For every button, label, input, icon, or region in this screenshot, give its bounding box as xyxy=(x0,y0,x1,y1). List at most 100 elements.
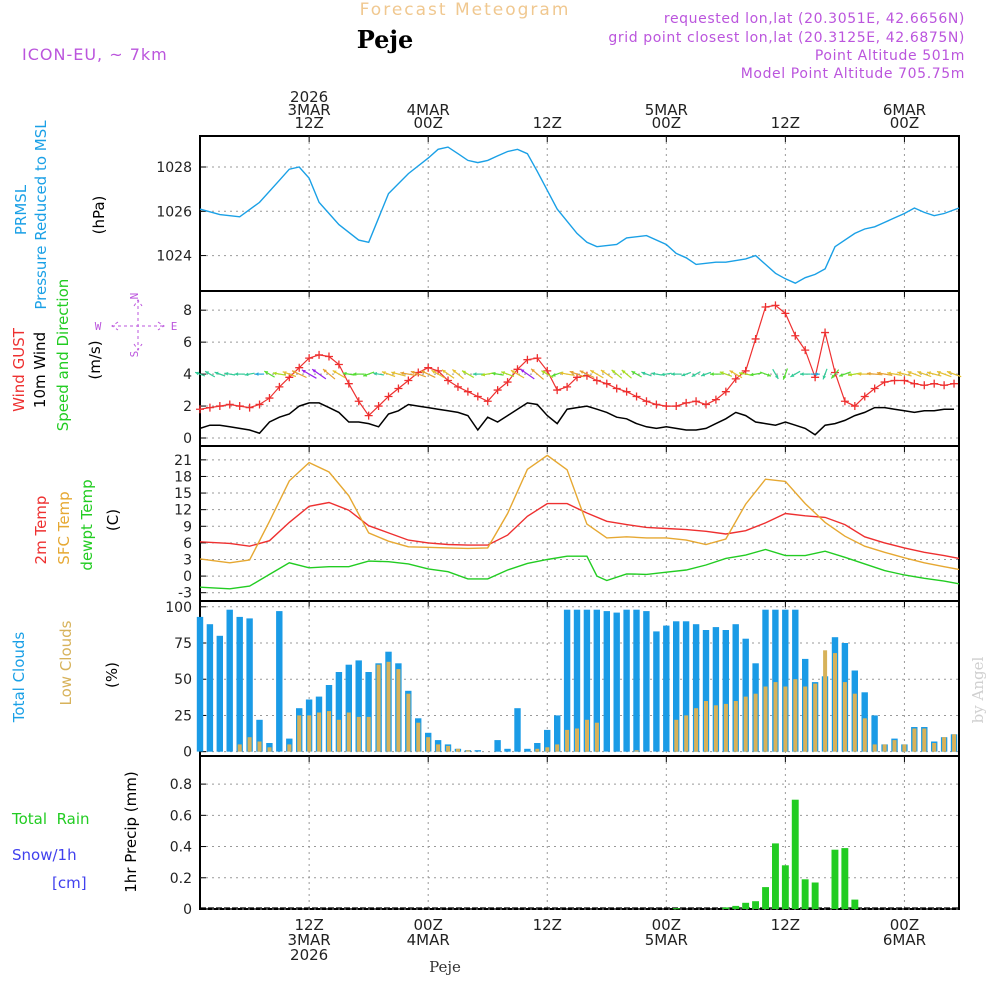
wind-direction-arrow xyxy=(600,369,614,379)
total-cloud-bar xyxy=(583,609,591,752)
low-cloud-bar xyxy=(237,744,242,752)
wind-direction-arrow xyxy=(420,370,436,378)
total-cloud-bar xyxy=(246,618,253,752)
gust-marker xyxy=(692,397,701,406)
wind-direction-arrow xyxy=(194,371,206,377)
compass-cross-icon xyxy=(111,299,165,351)
gust-marker xyxy=(801,346,810,355)
total-cloud-bar xyxy=(653,631,660,752)
wind-direction-arrow xyxy=(681,371,692,377)
wind-direction-arrow xyxy=(311,368,327,380)
wind-unit: (m/s) xyxy=(86,340,104,379)
wind-direction-arrow xyxy=(749,372,762,377)
location-title: Peje xyxy=(357,25,414,54)
clouds-label-total: Total Clouds xyxy=(10,632,28,724)
gust-marker xyxy=(354,397,363,406)
wind-direction-arrow xyxy=(729,369,743,379)
gust-marker xyxy=(324,352,333,361)
wind-direction-arrow xyxy=(917,371,932,378)
low-cloud-bar xyxy=(833,653,837,752)
rain-bar xyxy=(732,905,740,909)
low-cloud-bar xyxy=(575,728,579,752)
wind-direction-arrow xyxy=(291,370,307,379)
total-cloud-bar xyxy=(335,672,343,752)
temperature-ytick-label: 12 xyxy=(174,503,192,519)
gust-marker xyxy=(225,400,234,409)
precip-ylabel: 1hr Precip (mm) xyxy=(122,771,140,892)
low-cloud-bar xyxy=(713,705,718,752)
low-cloud-bar xyxy=(842,682,847,752)
wind-panel-frame xyxy=(199,290,960,447)
gust-marker xyxy=(295,363,304,372)
low-cloud-bar xyxy=(862,718,867,752)
low-cloud-bar xyxy=(942,737,947,752)
top-time-label: 2026 xyxy=(290,88,328,106)
top-time-label: 00Z xyxy=(890,114,919,132)
temperature-ytick-label: 21 xyxy=(174,453,192,469)
total-cloud-bar xyxy=(712,627,720,752)
wind-direction-arrow xyxy=(362,371,375,377)
total-cloud-bar xyxy=(206,624,214,752)
wind-ytick-label: 2 xyxy=(183,399,192,415)
low-cloud-bar xyxy=(704,701,708,752)
wind-direction-arrow xyxy=(342,371,355,376)
gust-marker xyxy=(364,411,373,420)
gust-marker xyxy=(672,402,681,411)
wind-direction-arrow xyxy=(322,368,336,380)
wind-direction-arrow xyxy=(810,372,820,376)
total-cloud-bar xyxy=(365,672,372,752)
precip-label-rain: Total Rain xyxy=(11,810,90,828)
wind-direction-arrow xyxy=(759,371,772,377)
gust-marker xyxy=(702,400,710,409)
wind-direction-arrow xyxy=(520,368,535,380)
compass-north: N xyxy=(128,293,141,300)
low-cloud-bar xyxy=(634,750,639,752)
low-cloud-bar xyxy=(456,748,460,752)
gust-marker xyxy=(860,392,869,401)
pressure-ytick-label: 1028 xyxy=(156,160,192,176)
pressure-label-long: Pressure Reduced to MSL xyxy=(32,120,50,310)
gust-marker xyxy=(404,376,413,385)
low-cloud-bar xyxy=(674,719,679,752)
total-cloud-bar xyxy=(613,612,620,752)
rain-bar xyxy=(722,907,730,909)
gust-marker xyxy=(940,381,949,390)
wind-direction-arrow xyxy=(772,368,779,380)
wind-label-gust: Wind GUST xyxy=(10,327,28,412)
rain-bar xyxy=(791,799,799,909)
wind-direction-arrow xyxy=(381,371,396,378)
top-time-label: 00Z xyxy=(652,114,681,132)
wind-ytick-label: 0 xyxy=(183,431,192,447)
low-cloud-bar xyxy=(346,712,351,752)
gust-marker xyxy=(761,302,770,311)
gust-marker xyxy=(930,379,939,388)
low-cloud-bar xyxy=(317,712,322,752)
wind-direction-arrow xyxy=(822,368,828,380)
total-cloud-bar xyxy=(762,609,769,752)
gust-marker xyxy=(315,350,324,359)
rain-bar xyxy=(801,879,809,909)
temperature-ytick-label: 6 xyxy=(183,536,192,552)
wind-direction-arrow xyxy=(214,371,226,377)
total-cloud-bar xyxy=(682,621,690,752)
bottom-time-label: 12Z xyxy=(533,916,562,934)
rain-bar xyxy=(831,849,839,909)
pressure-ytick-label: 1026 xyxy=(156,204,192,220)
low-cloud-bar xyxy=(336,719,341,752)
wind-direction-arrow xyxy=(897,371,912,377)
gust-marker xyxy=(622,387,631,396)
precip-ytick-label: 0 xyxy=(183,902,192,918)
gust-marker xyxy=(682,398,691,407)
temp-label-sfc: SFC Temp xyxy=(55,491,73,564)
low-cloud-bar xyxy=(783,686,788,752)
bottom-time-label: 12Z xyxy=(771,916,800,934)
temperature-ytick-label: 18 xyxy=(174,469,192,485)
wind-direction-arrow xyxy=(800,372,811,376)
low-cloud-bar xyxy=(287,744,292,752)
low-cloud-bar xyxy=(852,693,857,752)
bottom-time-label: 00Z xyxy=(414,916,443,934)
gust-marker xyxy=(473,392,482,401)
low-cloud-bar xyxy=(386,661,391,752)
wind-label-speed-dir: Speed and Direction xyxy=(54,279,72,432)
wind-ytick-label: 8 xyxy=(183,303,192,319)
